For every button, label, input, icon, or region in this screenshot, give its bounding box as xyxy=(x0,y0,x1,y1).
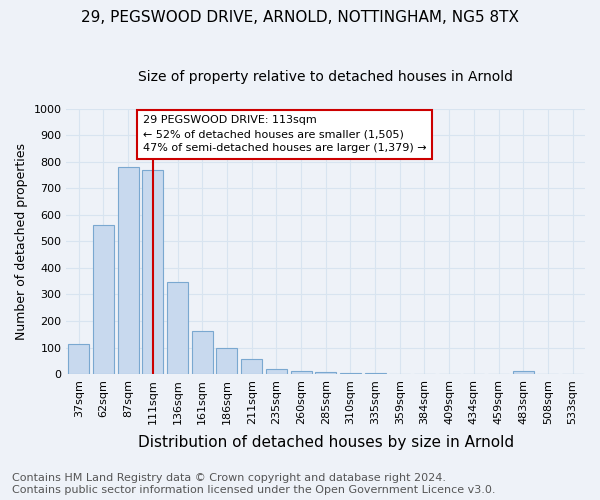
Text: 29, PEGSWOOD DRIVE, ARNOLD, NOTTINGHAM, NG5 8TX: 29, PEGSWOOD DRIVE, ARNOLD, NOTTINGHAM, … xyxy=(81,10,519,25)
Bar xyxy=(167,282,188,374)
Bar xyxy=(68,344,89,374)
Text: 29 PEGSWOOD DRIVE: 113sqm
← 52% of detached houses are smaller (1,505)
47% of se: 29 PEGSWOOD DRIVE: 113sqm ← 52% of detac… xyxy=(143,116,427,154)
Text: Contains HM Land Registry data © Crown copyright and database right 2024.
Contai: Contains HM Land Registry data © Crown c… xyxy=(12,474,496,495)
X-axis label: Distribution of detached houses by size in Arnold: Distribution of detached houses by size … xyxy=(137,435,514,450)
Bar xyxy=(142,170,163,374)
Title: Size of property relative to detached houses in Arnold: Size of property relative to detached ho… xyxy=(138,70,513,84)
Bar xyxy=(192,331,213,374)
Bar xyxy=(290,370,311,374)
Bar xyxy=(217,348,238,374)
Bar xyxy=(93,226,114,374)
Y-axis label: Number of detached properties: Number of detached properties xyxy=(15,143,28,340)
Bar xyxy=(340,372,361,374)
Bar xyxy=(365,373,386,374)
Bar xyxy=(315,372,336,374)
Bar xyxy=(266,368,287,374)
Bar xyxy=(118,167,139,374)
Bar xyxy=(513,372,534,374)
Bar xyxy=(241,359,262,374)
